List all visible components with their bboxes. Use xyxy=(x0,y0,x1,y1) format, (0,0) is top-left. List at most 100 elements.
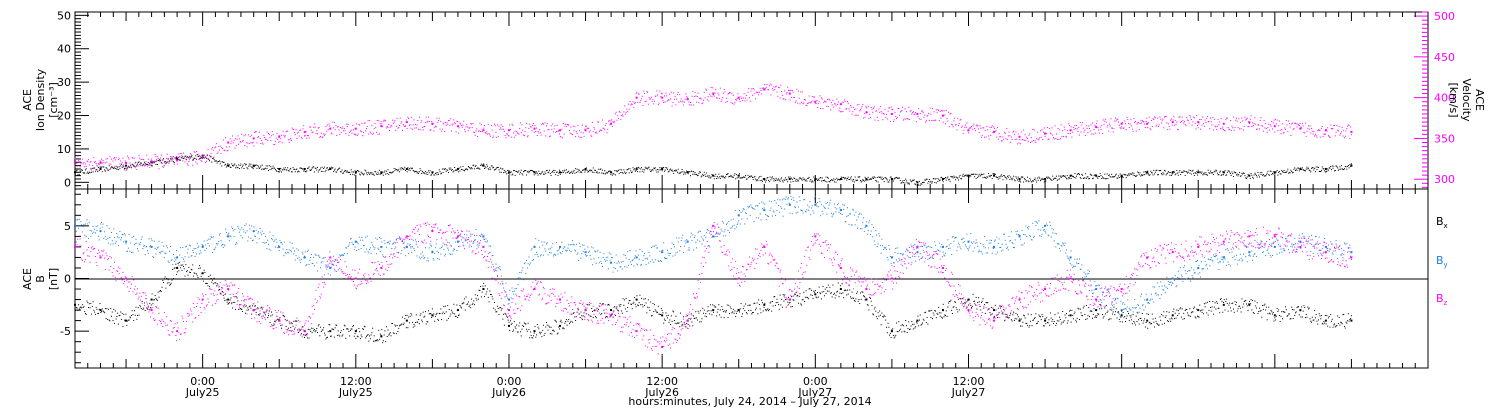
density-series-sample xyxy=(354,170,356,172)
velocity-series-sample xyxy=(150,164,152,166)
density-series-sample xyxy=(1292,171,1294,173)
density-series-sample xyxy=(598,168,600,170)
by-series-sample xyxy=(481,234,483,236)
velocity-series-sample xyxy=(659,90,661,92)
density-series-sample xyxy=(254,164,256,166)
velocity-series-sample xyxy=(1176,121,1178,123)
velocity-series-sample xyxy=(863,113,865,115)
density-series-sample xyxy=(540,173,542,175)
velocity-series-sample xyxy=(1179,116,1181,118)
density-series-sample xyxy=(294,171,296,173)
velocity-series-sample xyxy=(174,157,176,159)
by-series-sample xyxy=(594,250,596,252)
density-series-sample xyxy=(140,162,142,164)
density-series-sample xyxy=(565,169,567,171)
density-series-sample xyxy=(376,173,378,175)
velocity-series-sample xyxy=(171,158,173,160)
velocity-series-point xyxy=(456,125,459,128)
velocity-series-sample xyxy=(493,123,495,125)
velocity-series-sample xyxy=(114,157,116,159)
by-series-sample xyxy=(309,259,311,261)
density-series-sample xyxy=(203,154,205,156)
velocity-series-sample xyxy=(448,120,450,122)
density-series-sample xyxy=(1316,169,1318,171)
density-series-sample xyxy=(725,174,727,176)
by-series-sample xyxy=(728,221,730,223)
density-series-sample xyxy=(536,172,538,174)
velocity-series-sample xyxy=(245,142,247,144)
velocity-series-sample xyxy=(851,113,853,115)
velocity-series-sample xyxy=(1168,125,1170,127)
velocity-series-sample xyxy=(642,104,644,106)
density-series-sample xyxy=(809,180,811,182)
by-series-sample xyxy=(388,243,390,245)
density-series-sample xyxy=(564,169,566,171)
density-series-sample xyxy=(913,179,915,181)
density-series-sample xyxy=(613,173,615,175)
density-series-sample xyxy=(346,170,348,172)
density-series-sample xyxy=(889,176,891,178)
velocity-series-sample xyxy=(434,125,436,127)
velocity-series-sample xyxy=(569,132,571,134)
density-series-sample xyxy=(476,167,478,169)
velocity-series-sample xyxy=(599,129,601,131)
velocity-series-sample xyxy=(879,106,881,108)
velocity-series-sample xyxy=(196,150,198,152)
velocity-series-sample xyxy=(619,111,621,113)
velocity-series-sample xyxy=(450,118,452,120)
velocity-series-sample xyxy=(110,163,112,165)
by-series-sample xyxy=(655,244,657,246)
by-series-sample xyxy=(188,256,190,258)
velocity-series-sample xyxy=(337,126,339,128)
density-series-sample xyxy=(963,175,965,177)
density-series-sample xyxy=(746,178,748,180)
by-series-sample xyxy=(686,239,688,241)
by-series-sample xyxy=(411,246,413,248)
density-series-sample xyxy=(810,179,812,181)
density-series-sample xyxy=(1192,169,1194,171)
velocity-series-sample xyxy=(297,132,299,134)
density-series-sample xyxy=(1190,173,1192,175)
density-series-sample xyxy=(228,165,230,167)
velocity-series-sample xyxy=(131,157,133,159)
by-series-sample xyxy=(343,253,345,255)
density-series-sample xyxy=(1082,174,1084,176)
date-tick-label: July27 xyxy=(797,386,832,399)
density-series-sample xyxy=(881,176,883,178)
velocity-series-sample xyxy=(1161,119,1163,121)
density-series-sample xyxy=(525,170,527,172)
by-series-sample xyxy=(762,202,764,204)
velocity-series-sample xyxy=(97,165,99,167)
velocity-series-sample xyxy=(409,124,411,126)
velocity-series-sample xyxy=(426,121,428,123)
density-series-sample xyxy=(416,172,418,174)
by-series-sample xyxy=(531,248,533,250)
density-series-sample xyxy=(400,169,402,171)
velocity-series-sample xyxy=(362,132,364,134)
density-series-sample xyxy=(169,160,171,162)
velocity-series-sample xyxy=(287,130,289,132)
by-series-sample xyxy=(744,223,746,225)
density-series-sample xyxy=(1123,173,1125,175)
density-series-sample xyxy=(619,169,621,171)
density-series-sample xyxy=(241,167,243,169)
density-series-sample xyxy=(455,169,457,171)
velocity-series-sample xyxy=(108,163,110,165)
density-series-sample xyxy=(1203,173,1205,175)
velocity-series-sample xyxy=(803,102,805,104)
velocity-series-sample xyxy=(182,160,184,162)
velocity-series-sample xyxy=(1317,130,1319,132)
by-series-sample xyxy=(236,243,238,245)
velocity-series-sample xyxy=(228,146,230,148)
velocity-series-sample xyxy=(205,160,207,162)
by-series-sample xyxy=(287,251,289,253)
velocity-series-sample xyxy=(1326,130,1328,132)
density-series-sample xyxy=(689,175,691,177)
velocity-series-sample xyxy=(1196,125,1198,127)
velocity-series-sample xyxy=(1304,132,1306,134)
velocity-series-point xyxy=(533,127,536,130)
density-series-sample xyxy=(132,164,134,166)
density-series-sample xyxy=(694,172,696,174)
velocity-series-sample xyxy=(815,103,817,105)
velocity-series-sample xyxy=(1335,131,1337,133)
